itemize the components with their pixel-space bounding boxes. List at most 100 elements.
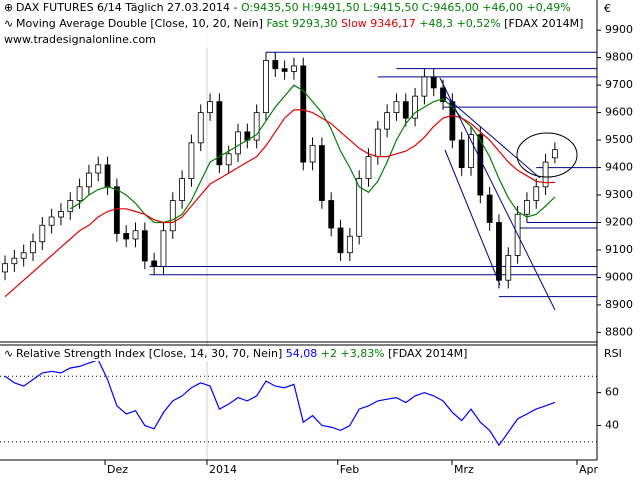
trend-line	[439, 91, 541, 179]
candle-body	[58, 211, 64, 218]
rsi-header: Relative Strength Index [Close, 14, 30, …	[16, 347, 467, 360]
header-line: DAX FUTURES 6/14 Täglich 27.03.2014 - O:…	[16, 1, 571, 14]
candle-body	[95, 164, 102, 174]
candle-body	[160, 230, 167, 267]
y-tick-label: 60	[605, 386, 619, 399]
candle-body	[179, 178, 186, 201]
candle-body	[235, 131, 241, 155]
candle-body	[374, 128, 381, 157]
indicator-line: Moving Average Double [Close, 10, 20, Ne…	[16, 17, 583, 30]
rsi-last: 54,08	[286, 347, 318, 360]
y-tick-label: 9200	[605, 216, 633, 229]
candle-body	[39, 224, 46, 243]
candle-body	[11, 257, 18, 265]
candle-body	[430, 76, 437, 89]
ma-fast: Fast 9293,30	[266, 17, 337, 30]
icon: ⊕	[4, 1, 13, 14]
ma-label: Moving Average Double [Close, 10, 20, Ne…	[16, 17, 263, 30]
y-tick-label: 9600	[605, 106, 633, 119]
quote: O:9435,50 H:9491,50 L:9415,50 C:9465,00 …	[241, 1, 571, 14]
rsi-header-backdrop	[0, 347, 410, 361]
candle-body	[225, 153, 232, 166]
y-tick-label: 9500	[605, 133, 633, 146]
candle-body	[263, 60, 269, 114]
candle-body	[2, 263, 8, 273]
icon: ∿	[4, 347, 13, 360]
candle-body	[384, 112, 391, 130]
icon: ∿	[4, 17, 13, 30]
y-tick-label: 9700	[605, 78, 633, 91]
candle-body	[76, 186, 83, 201]
candle-body	[197, 112, 204, 144]
y-tick-label: 40	[605, 419, 619, 432]
candle-body	[496, 222, 502, 281]
candle-body	[468, 134, 474, 168]
candle-body	[402, 101, 409, 119]
ma-symbol: [FDAX 2014M]	[504, 17, 583, 30]
candle-body	[365, 156, 372, 179]
y-tick-label: 9900	[605, 23, 633, 36]
highlight-ellipse	[516, 132, 578, 178]
candle-body	[458, 139, 465, 168]
candle-body	[346, 235, 353, 254]
candle-body	[505, 255, 512, 281]
candle-body	[318, 145, 325, 201]
ma-slow: Slow 9346,17	[341, 17, 416, 30]
rsi-axis-label: RSI	[604, 347, 622, 360]
candle-body	[281, 68, 288, 72]
x-tick-label: 2014	[209, 463, 237, 476]
candle-body	[337, 227, 344, 254]
rsi-symbol: [FDAX 2014M]	[388, 347, 467, 360]
rsi-title: Relative Strength Index [Close, 14, 30, …	[16, 347, 282, 360]
candle-body	[132, 230, 139, 240]
candle-body	[188, 142, 195, 179]
y-tick-label: 9400	[605, 161, 633, 174]
candle-body	[412, 95, 418, 119]
website: www.tradesignalonline.com	[4, 33, 156, 46]
candle-body	[449, 101, 456, 141]
y-tick-label: 9000	[605, 270, 633, 283]
candle-body	[113, 186, 120, 234]
marks: 8800 8900 9000 9100 9200 9300 9400 9500 9600 9700…	[0, 23, 633, 476]
candle-body	[253, 112, 260, 141]
candle-body	[67, 200, 74, 212]
candle-body	[272, 60, 279, 70]
trend-line	[444, 149, 501, 286]
candle-body	[533, 186, 540, 201]
candle-body	[20, 252, 27, 259]
candle-body	[207, 101, 213, 114]
candle-body	[300, 65, 307, 163]
header-backdrop	[0, 0, 430, 48]
candle-body	[421, 76, 428, 97]
candle-body	[104, 164, 111, 188]
y-tick-label: 9800	[605, 51, 633, 64]
y-tick-label: 8800	[605, 325, 633, 338]
candle-body	[30, 241, 36, 254]
ma-change: +48,3 +0,52%	[419, 17, 500, 30]
y-tick-label: 9100	[605, 243, 633, 256]
candle-body	[151, 260, 158, 267]
candle-body	[328, 200, 335, 229]
title: DAX FUTURES 6/14 Täglich	[16, 1, 164, 14]
candle-body	[551, 149, 558, 159]
y-tick-label: 9300	[605, 188, 633, 201]
candle-body	[86, 172, 92, 188]
candle-body	[486, 194, 493, 223]
candle-body	[123, 233, 130, 240]
currency: €	[604, 2, 611, 15]
candle-body	[356, 178, 363, 237]
x-tick-label: Dez	[107, 463, 128, 476]
rsi-change: +2 +3,83%	[321, 347, 385, 360]
candle-body	[309, 145, 316, 163]
line-series	[69, 84, 556, 224]
y-tick-label: 8900	[605, 298, 633, 311]
x-tick-label: Feb	[340, 463, 359, 476]
date: 27.03.2014 -	[167, 1, 237, 14]
candle-body	[169, 200, 176, 232]
candle-body	[141, 230, 148, 262]
candle-body	[393, 101, 400, 114]
x-tick-label: Apr	[579, 463, 599, 476]
candle-body	[291, 65, 297, 72]
